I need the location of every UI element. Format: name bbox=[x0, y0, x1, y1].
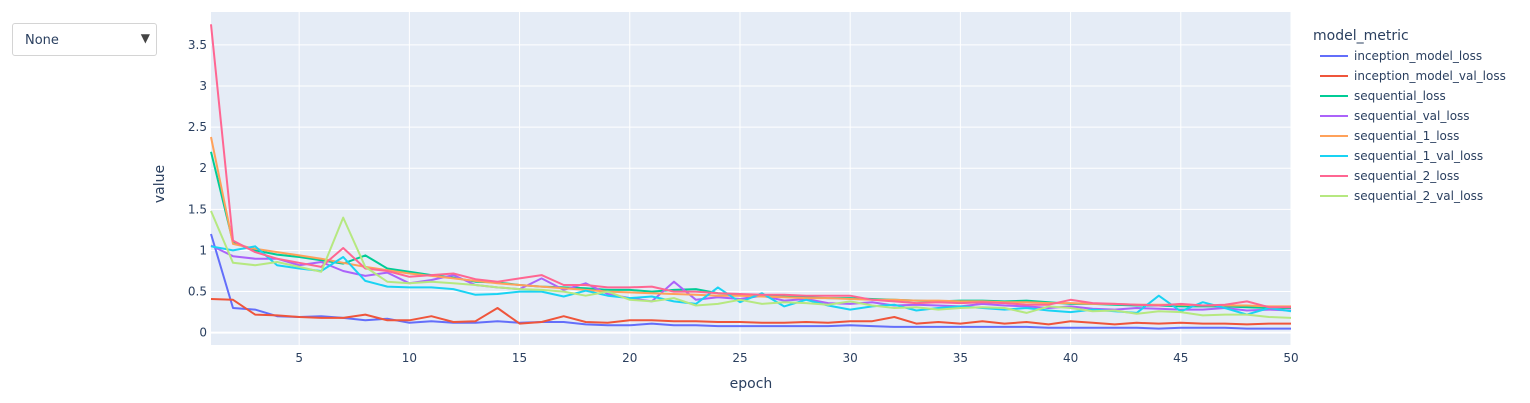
x-tick-label: 10 bbox=[402, 351, 417, 365]
x-tick-label: 35 bbox=[953, 351, 968, 365]
y-tick-label: 1.5 bbox=[188, 202, 207, 216]
series-line-sequential_2_loss bbox=[210, 24, 1291, 309]
grid-lines bbox=[211, 12, 1292, 345]
y-tick-label: 3.5 bbox=[188, 38, 207, 52]
series-line-sequential_2_val_loss bbox=[210, 210, 1292, 319]
x-axis-title: epoch bbox=[730, 376, 773, 392]
legend-item-label: sequential_1_loss bbox=[1354, 129, 1459, 143]
x-tick-label: 45 bbox=[1173, 351, 1188, 365]
triangle-down-icon: ▼ bbox=[140, 31, 150, 45]
y-tick-label: 0.5 bbox=[188, 285, 207, 299]
x-tick-label: 40 bbox=[1063, 351, 1078, 365]
x-tick-label: 5 bbox=[295, 351, 303, 365]
series-line-inception_model_val_loss bbox=[210, 298, 1291, 326]
legend-title: model_metric bbox=[1313, 28, 1409, 44]
legend-item-label: sequential_1_val_loss bbox=[1354, 149, 1483, 163]
filter-dropdown[interactable]: None ▼ bbox=[12, 23, 157, 56]
x-tick-label: 25 bbox=[732, 351, 747, 365]
legend-item-label: sequential_val_loss bbox=[1354, 109, 1470, 123]
legend-item-label: sequential_2_loss bbox=[1354, 169, 1459, 183]
dropdown-value: None bbox=[25, 33, 59, 48]
x-tick-label: 15 bbox=[512, 351, 527, 365]
y-axis-ticks: 0 0.5 1 1.5 2 2.5 3 3.5 bbox=[188, 38, 207, 340]
legend-item-label: sequential_loss bbox=[1354, 89, 1446, 103]
plot-area bbox=[211, 12, 1291, 345]
y-tick-label: 1 bbox=[199, 243, 207, 257]
series-lines bbox=[210, 24, 1292, 330]
x-tick-label: 30 bbox=[843, 351, 858, 365]
y-axis-title: value bbox=[152, 165, 168, 203]
y-tick-label: 0 bbox=[199, 326, 207, 340]
y-tick-label: 2.5 bbox=[188, 120, 207, 134]
x-tick-label: 20 bbox=[622, 351, 637, 365]
x-tick-label: 50 bbox=[1283, 351, 1298, 365]
x-axis-ticks: 5 10 15 20 25 30 35 40 45 50 bbox=[295, 351, 1298, 365]
legend-item-label: inception_model_loss bbox=[1354, 49, 1482, 63]
legend: model_metric inception_model_lossincepti… bbox=[1313, 28, 1506, 203]
legend-item-label: sequential_2_val_loss bbox=[1354, 189, 1483, 203]
legend-item-label: inception_model_val_loss bbox=[1354, 69, 1506, 83]
y-tick-label: 3 bbox=[199, 79, 207, 93]
y-tick-label: 2 bbox=[199, 161, 207, 175]
